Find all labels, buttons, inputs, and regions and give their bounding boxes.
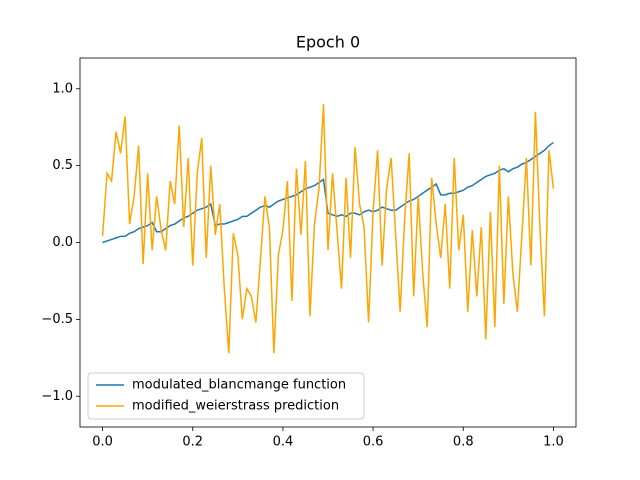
y-tick-label: 0.0 — [52, 235, 73, 250]
y-tick-label: 0.5 — [52, 158, 73, 173]
x-tick-label: 0.6 — [363, 435, 384, 450]
chart-title: Epoch 0 — [296, 33, 360, 52]
y-tick-label: −0.5 — [41, 312, 73, 327]
legend-label: modified_weierstrass prediction — [132, 399, 339, 414]
plot-frame — [79, 57, 577, 428]
series-line — [102, 141, 554, 244]
x-tick-label: 0.4 — [273, 435, 294, 450]
series-line — [101, 104, 555, 354]
legend-label: modulated_blancmange function — [132, 378, 346, 393]
x-tick-label: 0.0 — [92, 435, 113, 450]
y-tick-label: −1.0 — [41, 389, 73, 404]
x-tick-label: 1.0 — [543, 435, 564, 450]
y-tick-label: 1.0 — [52, 81, 73, 96]
legend-box — [87, 372, 365, 420]
x-tick-label: 0.8 — [453, 435, 474, 450]
x-tick-label: 0.2 — [182, 435, 203, 450]
